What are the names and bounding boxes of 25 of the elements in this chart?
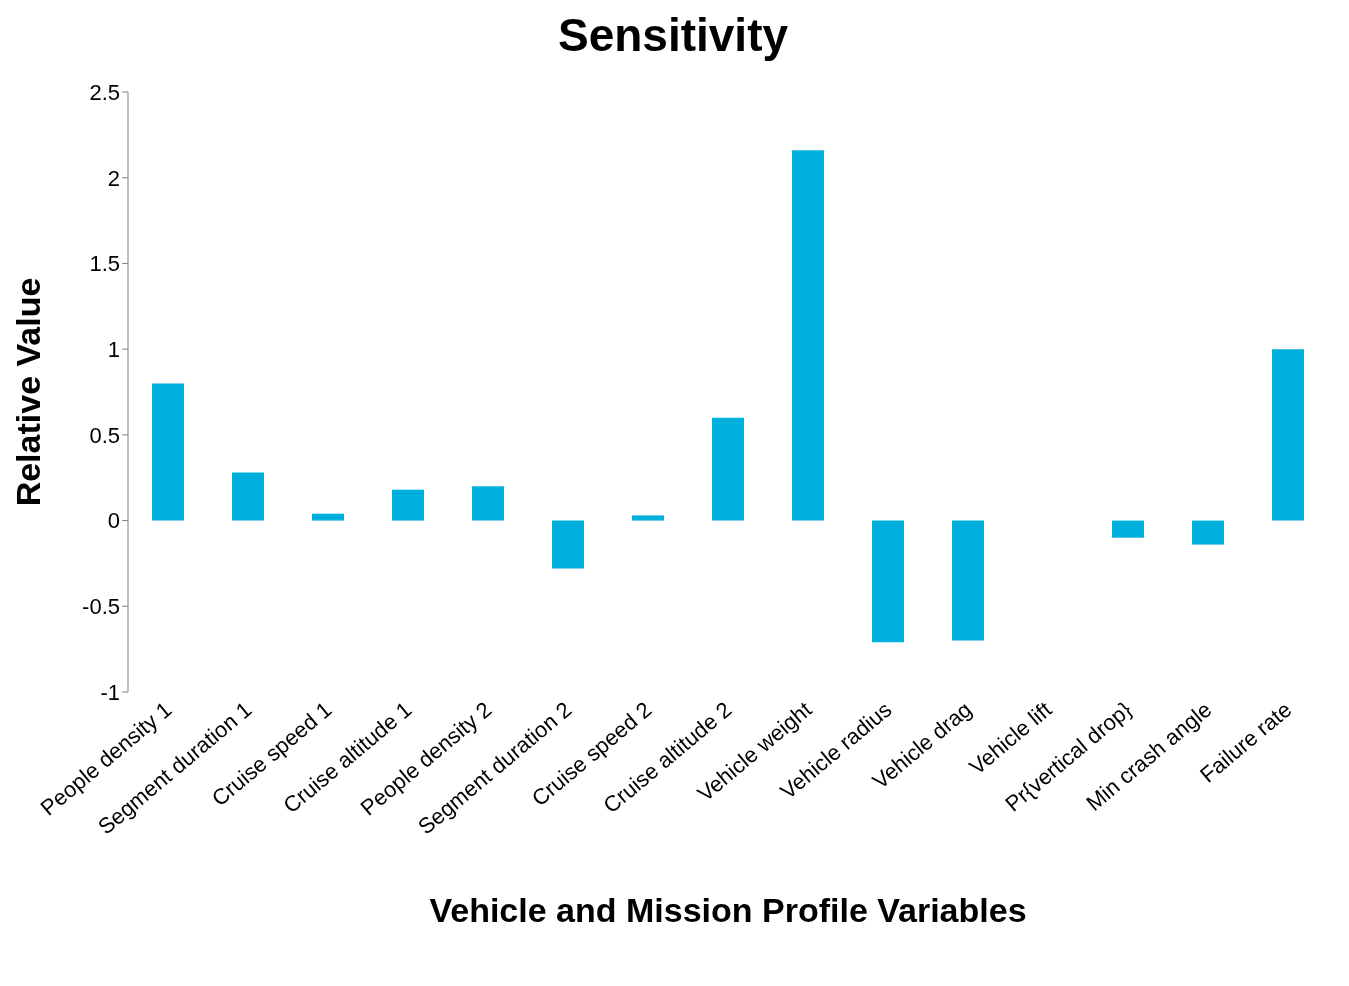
y-tick-label: 2 <box>107 165 120 191</box>
bar <box>792 150 824 521</box>
y-tick-label: 1 <box>107 336 120 362</box>
bar <box>152 383 184 521</box>
y-tick-label: 1.5 <box>89 251 120 277</box>
y-tick-label: 2.5 <box>89 79 120 105</box>
y-tick-label: -0.5 <box>82 594 120 620</box>
chart-title: Sensitivity <box>556 8 790 62</box>
bar <box>872 520 904 643</box>
bar <box>632 515 664 521</box>
bar <box>952 520 984 641</box>
y-tick-label: 0 <box>107 508 120 534</box>
bar <box>232 472 264 521</box>
bar <box>1272 349 1304 521</box>
bar <box>312 513 344 521</box>
bar <box>472 486 504 521</box>
y-tick-label: 0.5 <box>89 422 120 448</box>
bar <box>392 489 424 521</box>
y-tick-label: -1 <box>100 679 120 705</box>
bar <box>712 417 744 521</box>
x-axis-title: Vehicle and Mission Profile Variables <box>429 891 1027 929</box>
y-axis-title: Relative Value <box>9 277 48 507</box>
bar <box>1112 520 1144 538</box>
bar <box>552 520 584 569</box>
bar <box>1192 520 1224 545</box>
